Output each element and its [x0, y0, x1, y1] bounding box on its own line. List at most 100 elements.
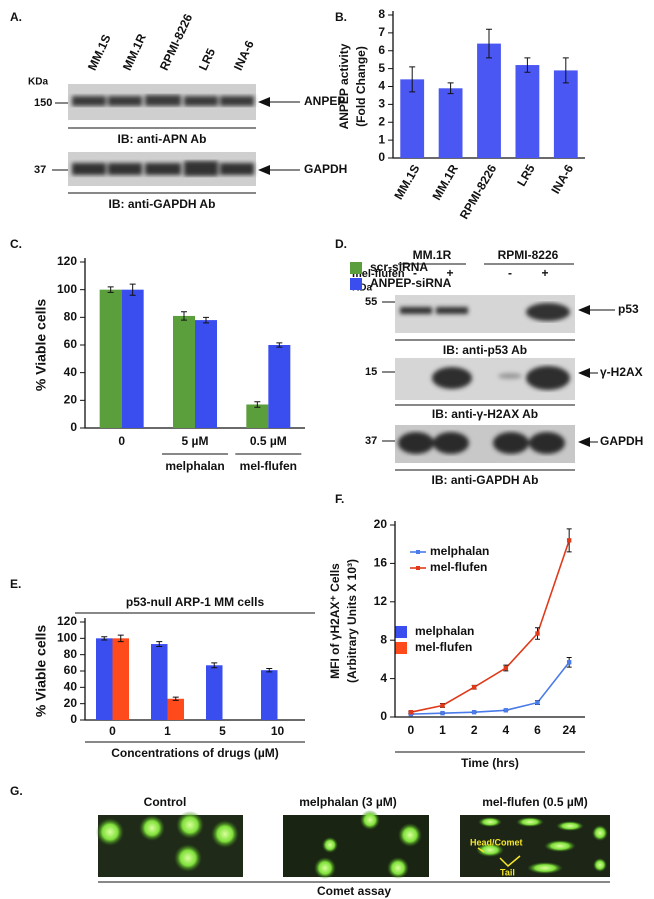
x-tick-label: 2 [471, 723, 478, 737]
chart-title: p53-null ARP-1 MM cells [126, 595, 265, 609]
y-tick-label: 40 [64, 365, 78, 379]
axis [394, 521, 585, 718]
error-bar [181, 311, 187, 321]
legend-swatch [395, 642, 407, 654]
category-note: melphalan [165, 459, 224, 473]
protein-label: p53 [618, 302, 639, 316]
sign: + [541, 266, 548, 280]
lane-label: INA-6 [231, 38, 257, 73]
point [566, 660, 572, 665]
bands [400, 303, 570, 321]
y-axis-label: MFI of γH2AX⁺ Cells [328, 563, 342, 679]
y-tick-label: 5 [378, 61, 385, 75]
kda-label: KDa [352, 283, 372, 294]
bands [432, 366, 570, 390]
y-axis-label: (Arbitrary Units X 10³) [345, 559, 359, 683]
bands [72, 95, 254, 106]
annotation: Tail [500, 867, 515, 877]
error-bar [447, 82, 454, 95]
legend-swatch [395, 626, 407, 638]
bar [515, 65, 540, 158]
antibody-label: IB: anti-APN Ab [118, 132, 207, 146]
category-note: mel-flufen [240, 459, 297, 473]
panel-label: C. [10, 237, 22, 251]
point [503, 708, 509, 713]
bar [268, 345, 291, 428]
x-tick-label: RPMI-8226 [457, 162, 500, 222]
x-tick-label: 4 [502, 723, 509, 737]
image-title: melphalan (3 µM) [299, 795, 397, 809]
bands [72, 161, 254, 176]
comet-image [460, 815, 610, 877]
y-tick-label: 20 [374, 517, 388, 531]
marker-label: 15 [365, 366, 377, 378]
error-bar [117, 634, 124, 643]
x-tick-label: 1 [439, 723, 446, 737]
error-bar [172, 696, 179, 701]
bar [261, 670, 278, 720]
bar [151, 644, 168, 720]
sign: + [446, 266, 453, 280]
protein-label: ANPEP [304, 94, 345, 108]
lane-label: MM.1R [120, 31, 149, 72]
legend-label: ANPEP-siRNA [370, 276, 452, 290]
bar [438, 88, 463, 158]
point [440, 710, 445, 716]
panel-label: G. [10, 784, 23, 798]
treatment-label: mel-flufen [352, 268, 405, 280]
y-tick-label: 120 [57, 614, 77, 628]
line [410, 540, 570, 713]
y-tick-label: 2 [378, 114, 385, 128]
legend-swatch [350, 262, 362, 274]
panel-label: D. [335, 237, 347, 251]
error-bar [107, 286, 114, 293]
bar [99, 289, 122, 428]
y-tick-label: 40 [64, 680, 78, 694]
kda-label: KDa [28, 77, 48, 88]
caption: Comet assay [317, 884, 391, 898]
antibody-label: IB: anti-GAPDH Ab [109, 197, 216, 211]
bar [206, 665, 223, 720]
y-tick-label: 3 [378, 97, 385, 111]
error-bar [156, 641, 163, 647]
panel-label: A. [10, 10, 22, 24]
point [471, 685, 477, 690]
bar [246, 404, 269, 428]
line [410, 661, 570, 715]
bar [173, 315, 195, 428]
y-tick-label: 20 [64, 393, 78, 407]
legend-label: mel-flufen [415, 640, 472, 654]
y-tick-label: 8 [378, 7, 385, 21]
lane-label: RPMI-8226 [157, 11, 195, 72]
x-tick-label: 0 [118, 434, 125, 448]
y-tick-label: 0 [378, 150, 385, 164]
y-tick-label: 80 [64, 310, 78, 324]
group-label: RPMI-8226 [498, 248, 559, 262]
marker-label: 150 [34, 97, 52, 109]
bands [398, 432, 565, 454]
point [535, 700, 540, 705]
y-axis-label: % Viable cells [33, 299, 49, 392]
bar [96, 638, 113, 720]
y-axis-label: ANPEP activity [337, 43, 351, 129]
y-tick-label: 0 [70, 712, 77, 726]
error-bar [129, 283, 136, 296]
error-bar [276, 342, 283, 348]
bar [553, 70, 578, 158]
marker-label: 37 [365, 435, 377, 447]
point [471, 710, 477, 715]
protein-label: GAPDH [304, 162, 347, 176]
lane-label: LR5 [196, 46, 218, 73]
point [440, 703, 445, 708]
y-tick-label: 60 [64, 337, 78, 351]
bar [195, 320, 217, 428]
y-axis-label: % Viable cells [33, 625, 49, 718]
y-tick-label: 20 [64, 696, 78, 710]
point [503, 665, 509, 671]
protein-label: γ-H2AX [600, 365, 643, 379]
error-bar [101, 636, 108, 641]
marker-label: 55 [365, 296, 377, 308]
y-tick-label: 0 [380, 709, 387, 723]
antibody-label: IB: anti-p53 Ab [443, 343, 527, 357]
